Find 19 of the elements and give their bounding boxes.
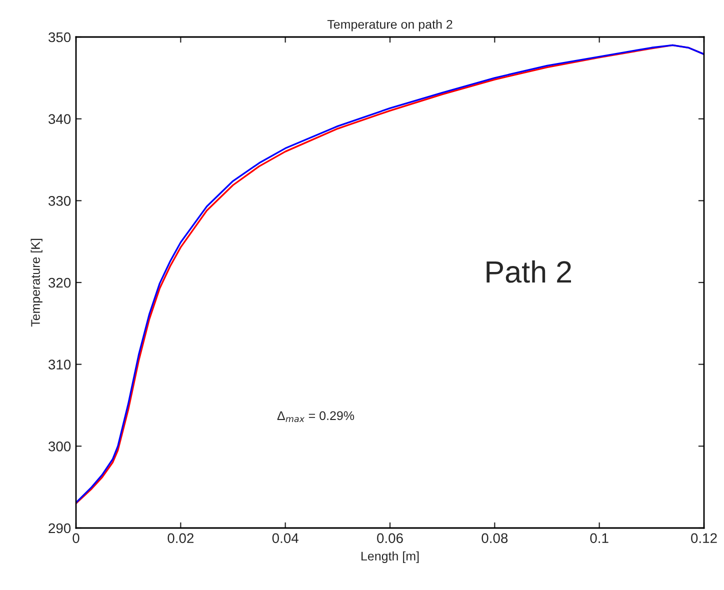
x-tick-label: 0.1: [590, 533, 608, 544]
y-tick-label: 320: [48, 278, 71, 288]
x-axis-title: Length [m]: [361, 551, 419, 564]
annotation: Path 2: [486, 260, 572, 283]
y-tick-label: 310: [48, 360, 71, 370]
x-tick-label: 0: [72, 533, 80, 544]
y-axis-title: Temperature [K]: [30, 238, 42, 327]
y-tick-label: 300: [48, 442, 71, 452]
annotation: Δ$_{max}$ = 0.29%: [277, 411, 354, 422]
x-tick-label: 0.06: [377, 533, 403, 544]
chart-title: Temperature on path 2: [327, 20, 452, 32]
x-tick-label: 0.04: [272, 533, 298, 544]
y-tick-label: 330: [48, 196, 71, 206]
x-tick-label: 0.08: [482, 533, 508, 544]
y-tick-label: 340: [48, 114, 71, 124]
y-tick-label: 290: [48, 523, 71, 534]
x-tick-label: 0.02: [168, 533, 194, 544]
y-tick-label: 350: [48, 32, 71, 42]
x-tick-label: 0.12: [691, 533, 717, 544]
